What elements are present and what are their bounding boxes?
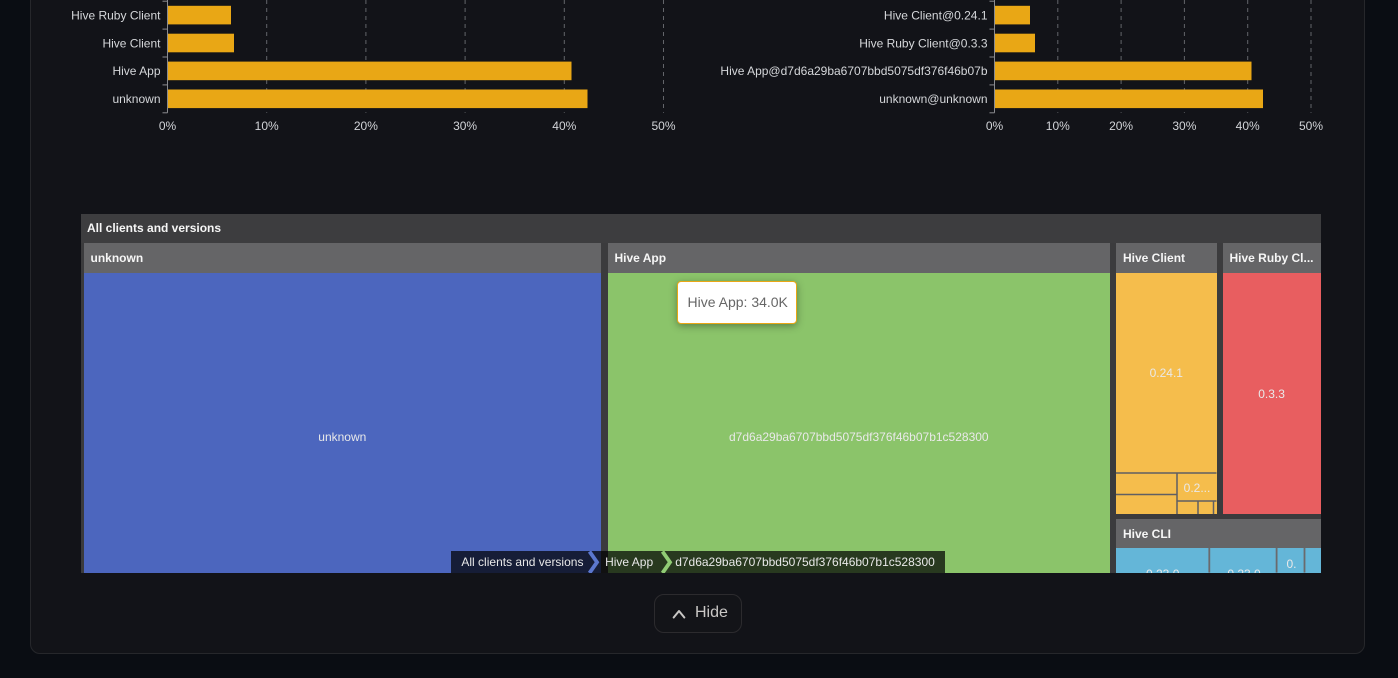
svg-text:0%: 0%: [986, 119, 1004, 133]
svg-text:40%: 40%: [1236, 119, 1260, 133]
svg-text:10%: 10%: [255, 119, 279, 133]
svg-text:20%: 20%: [1109, 119, 1133, 133]
svg-text:unknown: unknown: [112, 92, 160, 106]
svg-text:50%: 50%: [651, 119, 675, 133]
svg-text:Hive Ruby Client@0.3.3: Hive Ruby Client@0.3.3: [859, 36, 988, 50]
svg-text:unknown@unknown: unknown@unknown: [879, 92, 987, 106]
svg-text:Hive Client: Hive Client: [102, 36, 161, 50]
svg-text:Hive App@d7d6a29ba6707bbd5075d: Hive App@d7d6a29ba6707bbd5075df376f46b07…: [720, 64, 987, 78]
svg-text:0%: 0%: [159, 119, 177, 133]
svg-text:Hive App: Hive App: [112, 64, 160, 78]
svg-text:Hive Ruby Client: Hive Ruby Client: [71, 8, 161, 22]
svg-text:40%: 40%: [552, 119, 576, 133]
svg-text:Hive Client@0.24.1: Hive Client@0.24.1: [884, 8, 988, 22]
svg-text:30%: 30%: [1172, 119, 1196, 133]
svg-text:50%: 50%: [1299, 119, 1323, 133]
svg-text:30%: 30%: [453, 119, 477, 133]
svg-text:20%: 20%: [354, 119, 378, 133]
svg-text:10%: 10%: [1046, 119, 1070, 133]
